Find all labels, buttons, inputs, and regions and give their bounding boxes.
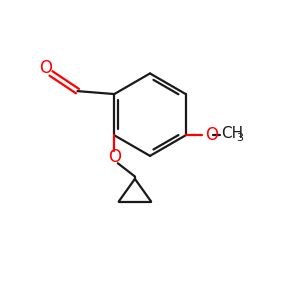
Text: CH: CH — [222, 126, 244, 141]
Text: 3: 3 — [236, 133, 243, 143]
Text: O: O — [206, 126, 218, 144]
Text: O: O — [108, 148, 121, 166]
Text: O: O — [39, 59, 52, 77]
